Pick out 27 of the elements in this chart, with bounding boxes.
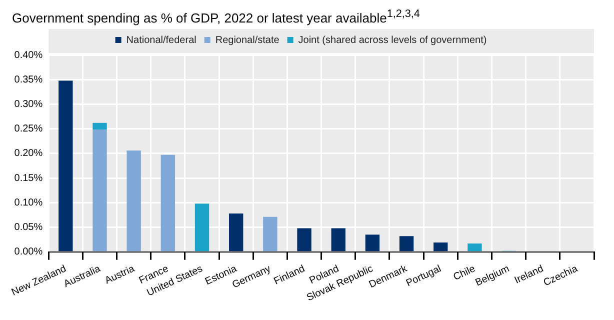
bar	[92, 130, 107, 252]
bar	[399, 236, 414, 252]
bar	[194, 204, 210, 252]
bar	[263, 217, 278, 252]
y-tick-label: 0.20%	[14, 148, 43, 160]
bar	[160, 155, 176, 252]
y-tick-label: 0.35%	[14, 74, 43, 86]
bar	[126, 150, 141, 252]
legend-label: Joint (shared across levels of government)	[298, 35, 487, 46]
legend-label: Regional/state	[215, 35, 280, 46]
legend-label: National/federal	[126, 35, 196, 46]
bar	[468, 244, 482, 252]
y-tick-label: 0.05%	[14, 222, 43, 234]
bar	[297, 228, 312, 252]
y-tick-label: 0.10%	[14, 198, 43, 209]
chart-title: Government spending as % of GDP, 2022 or latest year available$^{1,2,3,4}$	[12, 8, 421, 26]
bar	[331, 228, 346, 252]
y-tick-label: 0.25%	[14, 124, 43, 135]
bar	[229, 214, 244, 252]
y-tick-label: 0.00%	[14, 246, 43, 258]
y-tick-label: 0.30%	[14, 99, 43, 110]
bar	[92, 123, 107, 130]
y-tick-label: 0.15%	[14, 173, 43, 184]
y-tick-label: 0.40%	[14, 50, 43, 62]
bar	[365, 234, 380, 252]
bar	[434, 242, 448, 252]
bar	[58, 80, 73, 252]
